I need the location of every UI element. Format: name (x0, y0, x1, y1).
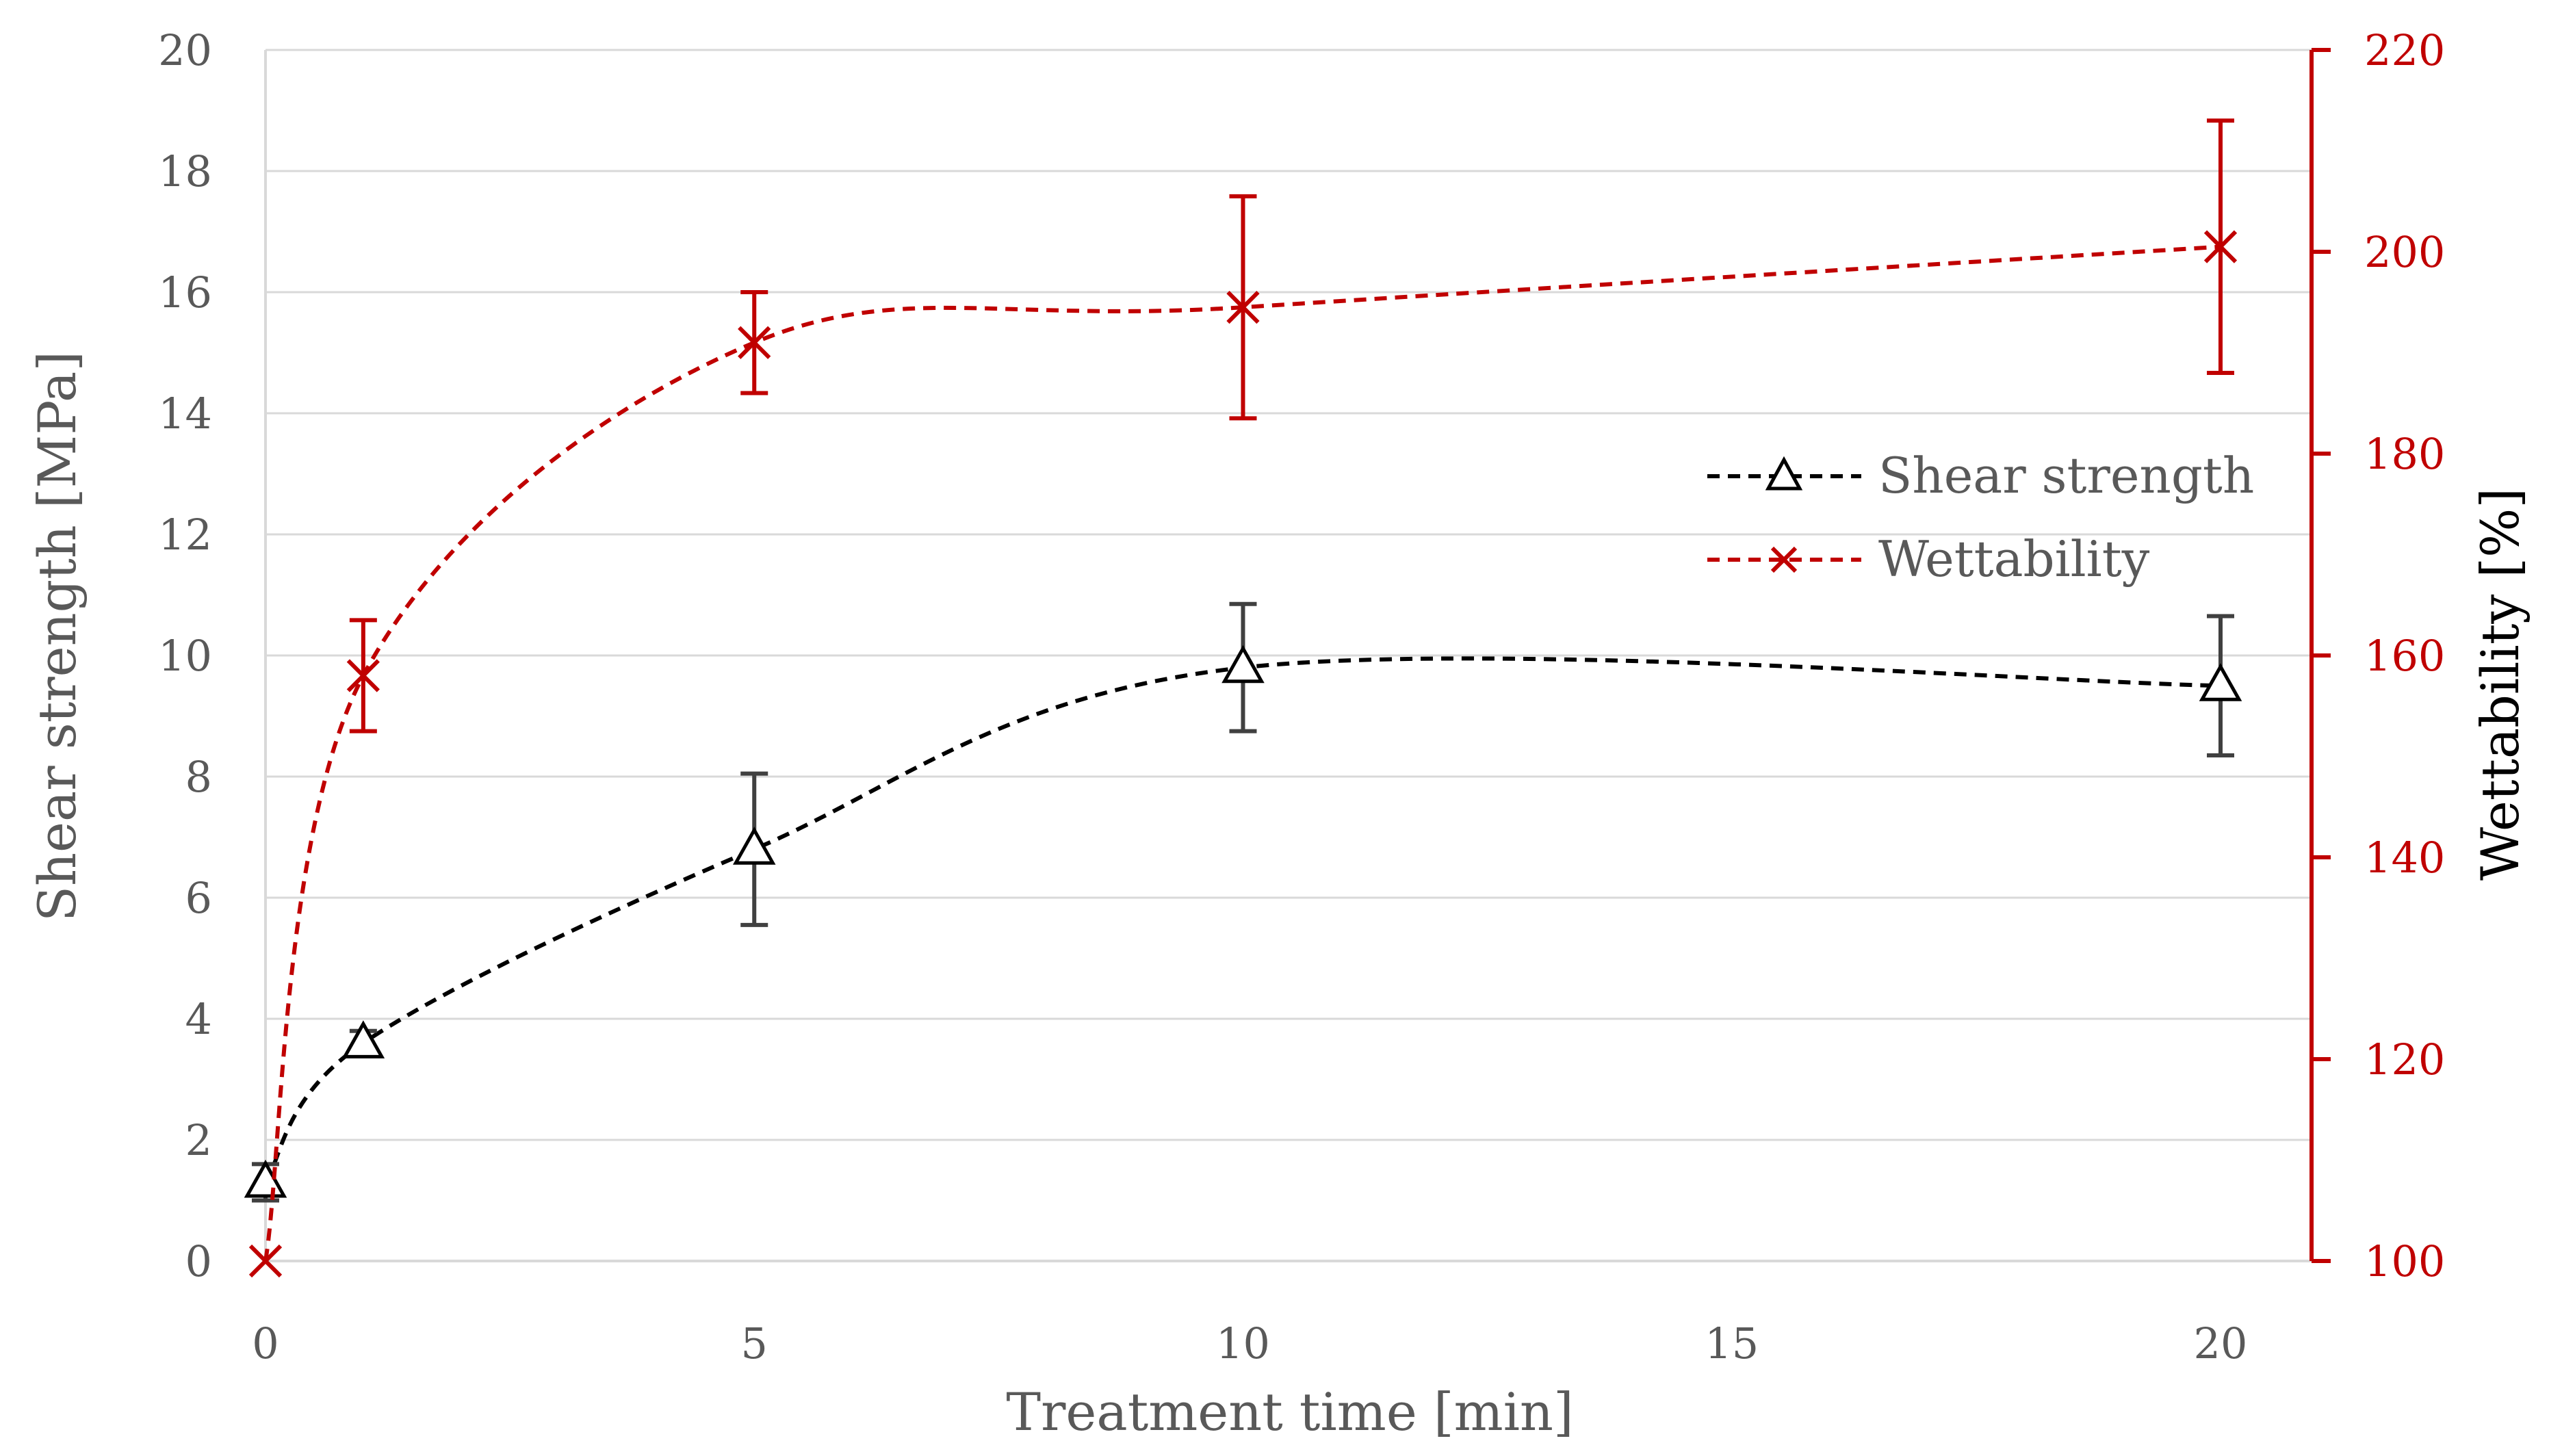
data-point-shear-strength (2199, 663, 2242, 701)
y-axis-left-title: Shear strength [MPa] (27, 351, 88, 922)
data-point-wettability (1226, 291, 1260, 324)
y-right-tick-label: 140 (2364, 833, 2445, 883)
series-line-wettability (263, 244, 2221, 1262)
y-left-tick-label: 6 (185, 873, 212, 923)
x-tick-label: 15 (1705, 1318, 1759, 1368)
legend-marker-x (1770, 546, 1798, 573)
y-left-tick-label: 4 (185, 994, 212, 1044)
x-tick-label: 10 (1216, 1318, 1270, 1368)
y-left-tick-label: 14 (158, 389, 212, 439)
data-point-wettability (738, 326, 771, 359)
y-right-tick-label: 200 (2364, 227, 2445, 277)
gridlines (266, 49, 2312, 1141)
legend-entry-wettability: Wettability (1707, 530, 2150, 588)
legend-marker-triangle (1765, 456, 1803, 491)
data-point-wettability (248, 1244, 283, 1278)
series-layer (244, 118, 2242, 1278)
y-left-tick-label: 16 (158, 268, 212, 317)
axes (264, 48, 2331, 1263)
series-shear-strength (244, 601, 2242, 1203)
legend-label-shear-strength: Shear strength (1878, 447, 2254, 504)
series-line-shear-strength (263, 656, 2221, 1184)
y-left-tick-label: 12 (158, 510, 212, 560)
x-tick-label: 5 (741, 1318, 768, 1368)
y-right-tick-label: 120 (2364, 1035, 2445, 1084)
legend-label-wettability: Wettability (1878, 530, 2150, 588)
y-left-tick-label: 0 (185, 1236, 212, 1286)
legend: Shear strength Wettability (1707, 447, 2254, 588)
y-right-tick-label: 220 (2364, 25, 2445, 75)
x-tick-label: 20 (2194, 1318, 2248, 1368)
y-left-tick-label: 10 (158, 631, 212, 681)
y-left-tick-label: 18 (158, 146, 212, 196)
data-point-shear-strength (244, 1159, 287, 1198)
y-left-tick-label: 20 (158, 25, 212, 75)
data-point-shear-strength (1221, 645, 1265, 684)
y-right-tick-label: 160 (2364, 631, 2445, 681)
legend-entry-shear-strength: Shear strength (1707, 447, 2254, 504)
x-tick-label: 0 (252, 1318, 279, 1368)
data-point-wettability (346, 659, 380, 692)
y-left-tick-label: 8 (185, 752, 212, 802)
y-right-tick-label: 100 (2364, 1236, 2445, 1286)
x-axis-title: Treatment time [min] (1006, 1381, 1573, 1442)
data-point-shear-strength (732, 827, 776, 865)
series-wettability (248, 118, 2238, 1278)
data-point-wettability (2203, 230, 2238, 263)
y-right-tick-label: 180 (2364, 429, 2445, 479)
y-axis-right-title: Wettability [%] (2470, 488, 2531, 881)
data-point-shear-strength (341, 1020, 385, 1058)
y-left-tick-label: 2 (185, 1115, 212, 1165)
